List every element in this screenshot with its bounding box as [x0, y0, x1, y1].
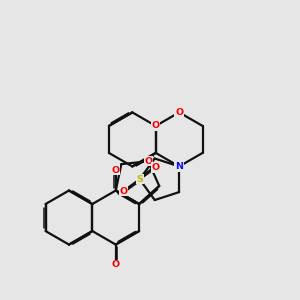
Text: O: O: [119, 187, 127, 196]
Text: O: O: [112, 260, 120, 269]
Text: O: O: [152, 163, 160, 172]
Text: O: O: [112, 166, 120, 175]
Text: N: N: [175, 162, 183, 171]
Text: O: O: [144, 157, 152, 166]
Text: O: O: [152, 122, 160, 130]
Text: O: O: [175, 108, 183, 117]
Text: S: S: [136, 175, 143, 184]
